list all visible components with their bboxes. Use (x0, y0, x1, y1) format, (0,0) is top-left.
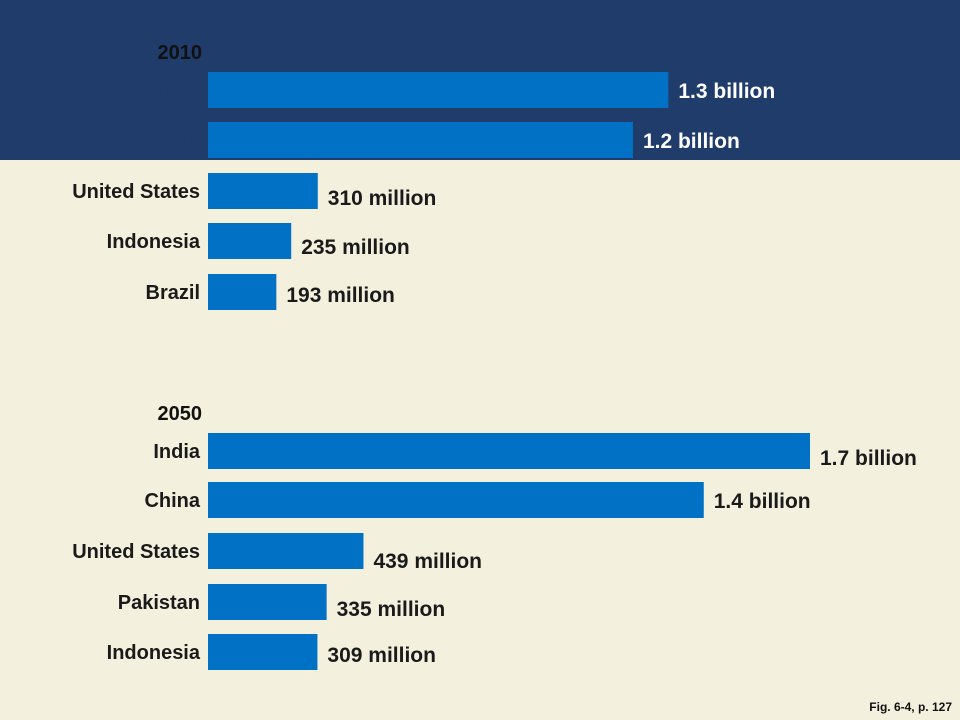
category-label: China (144, 490, 200, 512)
chart-2010: 2010 China 1.3 billion India 1.2 billion Unit… (72, 42, 775, 310)
category-label: United States (72, 181, 200, 203)
bar (208, 72, 669, 108)
value-label: 193 million (286, 284, 395, 307)
value-label: 310 million (328, 187, 437, 210)
bar (208, 223, 292, 259)
category-label: China (144, 80, 200, 102)
value-label: 309 million (327, 644, 436, 667)
value-label: 1.4 billion (714, 490, 811, 513)
value-label: 235 million (301, 236, 410, 259)
category-label: Indonesia (107, 231, 201, 253)
value-label: 1.2 billion (643, 130, 740, 153)
bar (208, 173, 318, 209)
bar (208, 584, 327, 620)
category-label: Brazil (146, 282, 200, 304)
bar (208, 533, 364, 569)
value-label: 335 million (337, 598, 446, 621)
value-label: 1.3 billion (678, 80, 775, 103)
chart-2050: 2050 India 1.7 billion China 1.4 billion Unit… (72, 403, 917, 670)
category-label: India (153, 441, 201, 463)
bar (208, 433, 810, 469)
category-label: India (153, 130, 201, 152)
figure-reference: Fig. 6-4, p. 127 (869, 700, 952, 714)
chart-title: 2010 (158, 42, 203, 64)
bar (208, 274, 277, 310)
value-label: 439 million (373, 550, 482, 573)
bar (208, 482, 704, 518)
bar (208, 122, 633, 158)
category-label: Indonesia (107, 642, 201, 664)
bar (208, 634, 318, 670)
category-label: United States (72, 541, 200, 563)
value-label: 1.7 billion (820, 447, 917, 470)
category-label: Pakistan (118, 592, 200, 614)
chart-title: 2050 (158, 403, 203, 425)
